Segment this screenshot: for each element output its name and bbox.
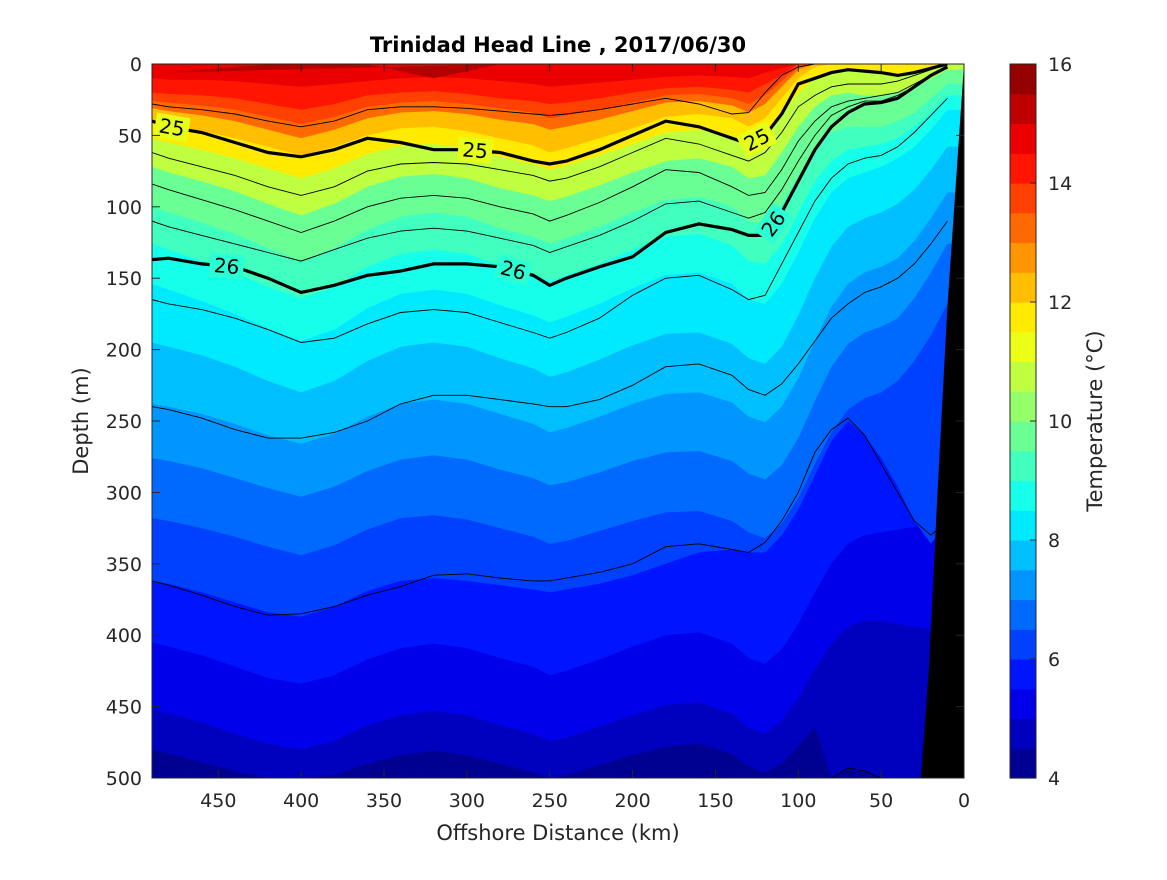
y-tick-label: 150 xyxy=(106,268,142,290)
x-axis-label: Offshore Distance (km) xyxy=(436,821,679,845)
fill-band xyxy=(152,64,964,87)
colorbar-segment xyxy=(1010,93,1036,125)
contour-label-bg xyxy=(208,252,245,280)
x-tick-label: 100 xyxy=(780,790,816,812)
colorbar-tick-label: 10 xyxy=(1048,411,1072,433)
colorbar-segment xyxy=(1010,599,1036,630)
colorbar-segment xyxy=(1010,659,1036,690)
contour-label-group: 25 xyxy=(153,112,191,143)
colorbar-segment xyxy=(1010,361,1036,392)
y-tick-label: 200 xyxy=(106,340,142,362)
colorbar-label: Temperature (°C) xyxy=(1083,330,1107,512)
contour-label-group: 26 xyxy=(493,254,533,287)
y-axis-label: Depth (m) xyxy=(69,367,93,474)
x-tick-label: 0 xyxy=(958,790,970,812)
contour-line-bold xyxy=(152,65,949,295)
colorbar-segment xyxy=(1010,569,1036,601)
y-tick-label: 400 xyxy=(106,625,142,647)
colorbar: 4 6 8 10 12 14 16 xyxy=(1009,54,1072,790)
contour-line xyxy=(152,97,948,343)
x-tick-label: 300 xyxy=(449,790,485,812)
colorbar-segment xyxy=(1010,123,1036,154)
seafloor-bathymetry xyxy=(920,64,964,778)
y-tick-label: 350 xyxy=(106,554,142,576)
colorbar-tick-label: 14 xyxy=(1048,173,1072,195)
colorbar-segment xyxy=(1010,212,1036,244)
isotherm-contours xyxy=(152,64,949,778)
colorbar-segment xyxy=(1010,421,1036,452)
colorbar-segment xyxy=(1010,183,1036,214)
colorbar-segment xyxy=(1010,480,1036,511)
colorbar-tick-label: 6 xyxy=(1048,649,1060,671)
contour-label: 26 xyxy=(213,253,240,279)
y-tick-label: 0 xyxy=(130,54,142,76)
colorbar-tick-label: 12 xyxy=(1048,292,1072,314)
contour-line-bold xyxy=(152,64,948,166)
y-tick-label: 100 xyxy=(106,197,142,219)
colorbar-segment xyxy=(1010,540,1036,571)
contour-label-group: 26 xyxy=(208,252,245,280)
colorbar-segment xyxy=(1010,510,1036,541)
contour-line xyxy=(152,64,948,196)
contour-line xyxy=(152,66,948,262)
contour-label-group: 25 xyxy=(457,136,494,164)
contour-label-bg xyxy=(493,254,533,287)
colorbar-segment xyxy=(1010,64,1036,95)
colorbar-segment xyxy=(1010,272,1036,303)
x-axis: 450 400 350 300 250 200 150 100 50 0 xyxy=(200,64,970,812)
x-tick-label: 350 xyxy=(366,790,402,812)
chart-title: Trinidad Head Line , 2017/06/30 xyxy=(370,33,746,57)
x-tick-label: 150 xyxy=(697,790,733,812)
y-tick-label: 450 xyxy=(106,697,142,719)
contour-line xyxy=(152,417,948,616)
contour-line xyxy=(152,220,948,439)
x-tick-label: 200 xyxy=(614,790,650,812)
y-tick-label: 300 xyxy=(106,482,142,504)
contour-line xyxy=(152,767,948,778)
colorbar-segment xyxy=(1010,242,1036,273)
colorbar-segment xyxy=(1010,450,1036,482)
colorbar-tick-label: 16 xyxy=(1048,54,1072,76)
contour-label-bg xyxy=(736,121,778,159)
x-tick-label: 250 xyxy=(532,790,568,812)
colorbar-segment xyxy=(1010,331,1036,363)
y-tick-label: 250 xyxy=(106,411,142,433)
colorbar-segment xyxy=(1010,629,1036,660)
bathymetry-layer xyxy=(920,64,964,778)
colorbar-segment xyxy=(1010,718,1036,749)
temperature-fill-bands xyxy=(152,64,964,778)
contour-label-bg xyxy=(457,136,494,164)
colorbar-segment xyxy=(1010,748,1036,779)
contour-label: 25 xyxy=(157,113,186,141)
x-tick-label: 50 xyxy=(869,790,893,812)
colorbar-segment xyxy=(1010,302,1036,333)
contour-label-bg xyxy=(153,112,191,143)
y-axis: 0 50 100 150 200 250 300 350 400 450 500 xyxy=(106,54,964,790)
contour-label-bg xyxy=(753,203,794,245)
x-tick-label: 450 xyxy=(200,790,236,812)
colorbar-segment xyxy=(1010,153,1036,184)
y-tick-label: 50 xyxy=(118,125,142,147)
colorbar-tick-label: 4 xyxy=(1048,768,1060,790)
colorbar-segment xyxy=(1010,391,1036,422)
colorbar-tick-label: 8 xyxy=(1048,530,1060,552)
contour-label-group: 25 xyxy=(736,121,778,159)
y-tick-label: 500 xyxy=(106,768,142,790)
colorbar-segment xyxy=(1010,688,1036,720)
contour-line xyxy=(152,64,948,128)
fill-band-warmest xyxy=(168,64,501,79)
contour-label: 25 xyxy=(461,137,488,163)
x-tick-label: 400 xyxy=(283,790,319,812)
contour-line xyxy=(152,66,948,233)
